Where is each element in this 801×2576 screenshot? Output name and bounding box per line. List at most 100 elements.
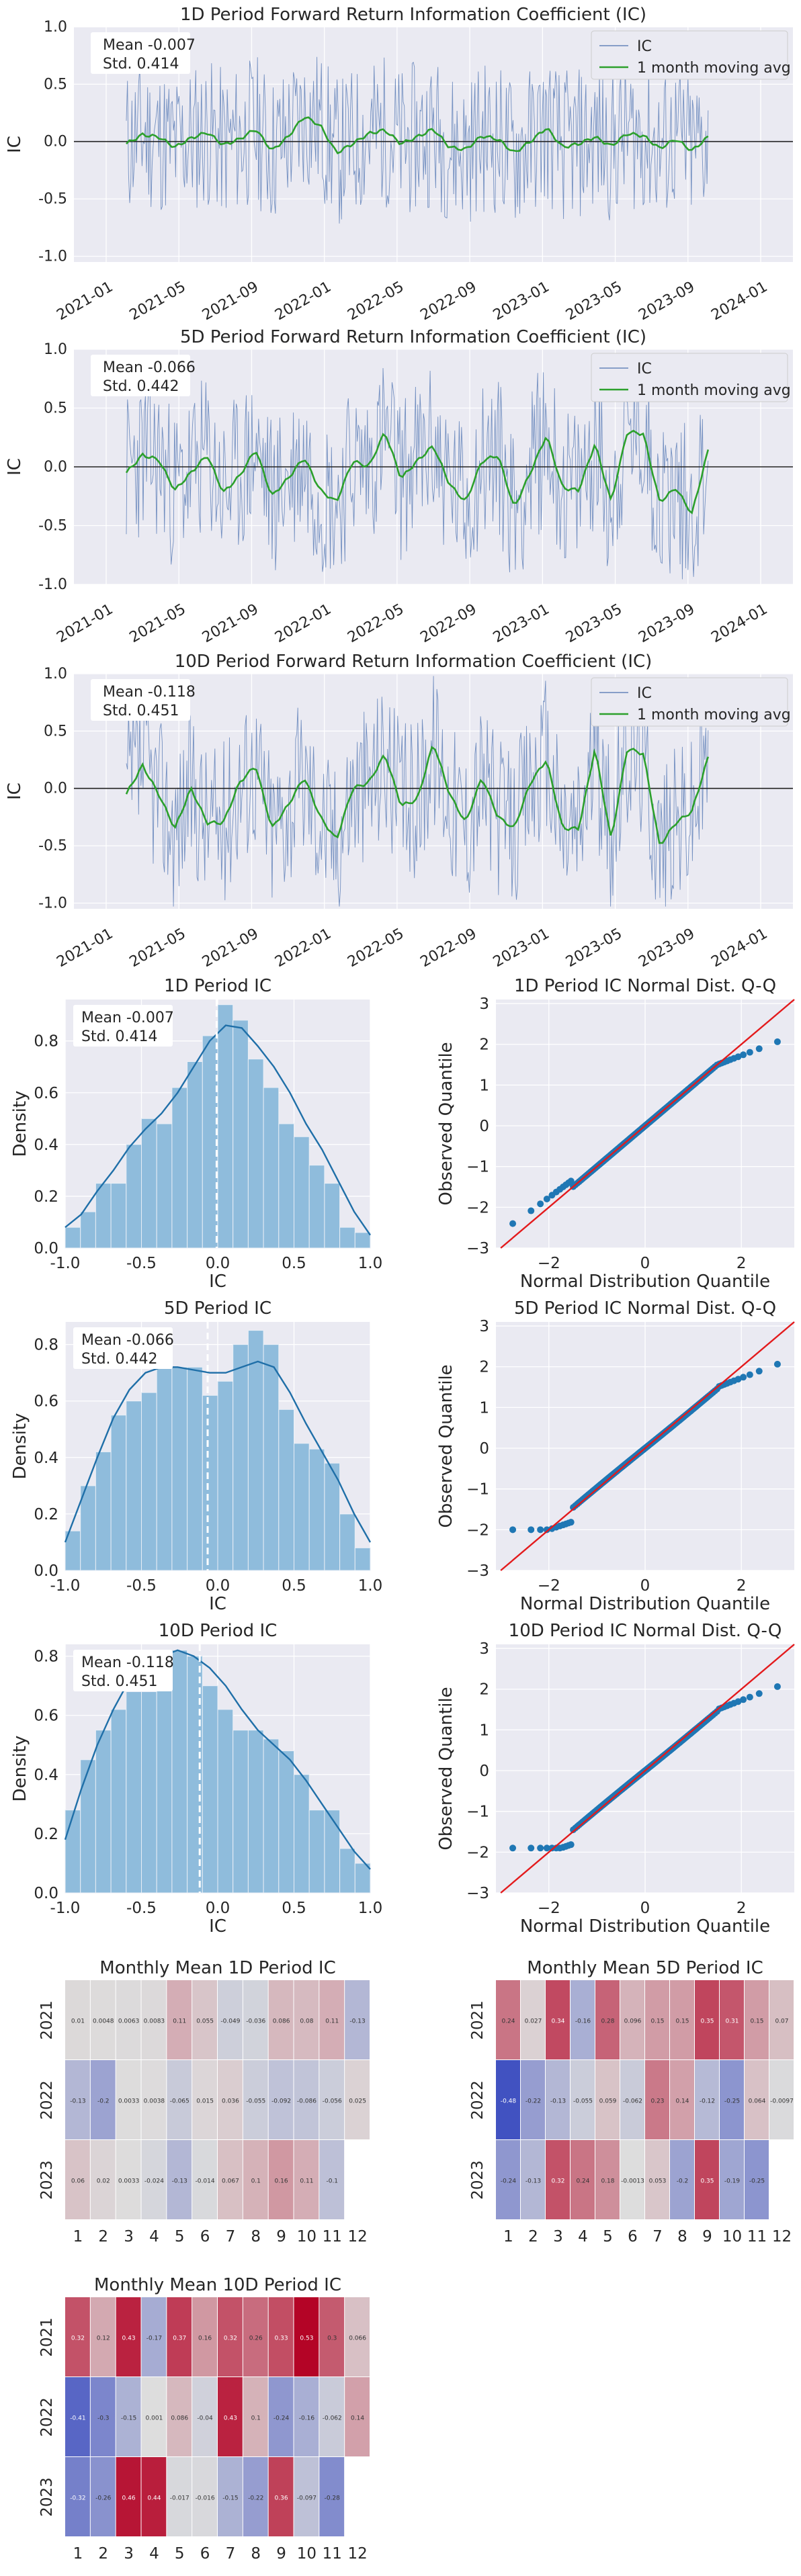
heatmap-value: -0.2 — [97, 2098, 110, 2105]
heatmap-value: 0.001 — [146, 2415, 163, 2422]
histogram-bar — [263, 1344, 280, 1571]
row-label: 2022 — [38, 2080, 56, 2120]
heatmap-value: 0.26 — [249, 2336, 263, 2342]
histogram-bar — [354, 1547, 371, 1571]
heatmap-value: -0.016 — [196, 2495, 215, 2502]
col-label: 5 — [603, 2228, 613, 2246]
heatmap-cell — [192, 2297, 217, 2377]
heatmap-cell — [243, 1980, 268, 2059]
heatmap-value: 0.32 — [71, 2336, 85, 2342]
ic-qq-panel-2: −3 −2 −1 0 1 2 3 −2 0 2 5D Period IC Normal Dist. … — [436, 1298, 795, 1614]
heatmap-value: 0.16 — [275, 2178, 288, 2185]
col-label: 7 — [652, 2228, 663, 2246]
heatmap-value: -0.049 — [220, 2018, 240, 2025]
heatmap-cell — [268, 2140, 294, 2219]
col-label: 10 — [297, 2545, 317, 2563]
heatmap-value: -0.28 — [325, 2495, 341, 2502]
stats-box — [73, 1005, 173, 1047]
kde-curve — [64, 1360, 372, 1543]
col-label: 7 — [226, 2545, 236, 2563]
histogram-bar — [202, 1394, 218, 1571]
qq-point — [543, 1845, 550, 1852]
chart-title: Monthly Mean 5D Period IC — [527, 1958, 763, 1978]
heatmap-value: 0.0033 — [118, 2098, 140, 2105]
ic-histogram-panel-1: 0.0 0.2 0.4 0.6 0.8 -1.0 -0.5 0.0 0.5 1.0 Mean -0.… — [10, 976, 382, 1292]
y-axis-label: Density — [10, 1413, 30, 1480]
heatmap-value: 0.01 — [71, 2018, 85, 2025]
x-tick-label: 2023-09 — [636, 279, 698, 324]
col-label: 1 — [503, 2228, 513, 2246]
qq-point — [734, 1698, 742, 1705]
heatmap-cell — [345, 2377, 370, 2456]
col-label: 2 — [528, 2228, 538, 2246]
legend-ma-label: 1 month moving avg — [637, 707, 791, 723]
heatmap-value: 0.11 — [173, 2018, 186, 2025]
heatmap-cell — [620, 1980, 644, 2059]
heatmap-value: 0.025 — [349, 2098, 366, 2105]
histogram-bar — [202, 1685, 218, 1894]
y-tick-label: 3 — [479, 1318, 489, 1335]
row-label: 2021 — [469, 2000, 487, 2040]
heatmap-cell — [571, 1980, 595, 2059]
histogram-bar — [339, 1227, 355, 1249]
histogram-bar — [324, 1810, 341, 1894]
x-tick-label: 0.5 — [282, 1255, 306, 1272]
heatmap-cell — [90, 2377, 116, 2456]
histogram-bar — [141, 1691, 157, 1894]
y-tick-label: 0.2 — [34, 1826, 58, 1843]
y-tick-label: 1.0 — [44, 341, 67, 358]
chart-title: 1D Period IC Normal Dist. Q-Q — [514, 976, 776, 996]
heatmap-cell — [294, 2140, 319, 2219]
heatmap-value: 0.23 — [650, 2098, 664, 2105]
y-tick-label: 2 — [479, 1359, 489, 1376]
x-tick-label: 2022-09 — [418, 279, 480, 324]
x-tick-label: 0 — [640, 1900, 650, 1917]
heatmap-cell — [243, 2377, 268, 2456]
x-tick-label: 2021-01 — [54, 601, 116, 647]
histogram-bar — [110, 1183, 127, 1249]
y-tick-label: -1.0 — [38, 895, 67, 912]
x-tick-label: 2 — [736, 1577, 747, 1595]
histogram-bar — [95, 1451, 112, 1571]
histogram-bar — [308, 1448, 325, 1571]
heatmap-cell — [345, 2060, 370, 2139]
histogram-bar — [156, 1685, 173, 1894]
y-tick-label: 0.0 — [44, 781, 67, 797]
heatmap-cell — [571, 2060, 595, 2139]
heatmap-value: -0.15 — [121, 2415, 136, 2422]
x-tick-label: 2022-09 — [418, 926, 480, 971]
x-tick-label: 2023-05 — [563, 601, 625, 647]
row-label: 2021 — [38, 2000, 56, 2040]
x-tick-label: -1.0 — [50, 1255, 81, 1272]
heatmap-value: 0.08 — [300, 2018, 313, 2025]
y-tick-label: 1 — [479, 1399, 489, 1417]
heatmap-cell — [645, 2140, 669, 2219]
heatmap-value: -0.1 — [326, 2178, 338, 2185]
legend-ic-label: IC — [637, 38, 652, 55]
heatmap-value: 0.0063 — [118, 2018, 140, 2025]
heatmap-value: -0.04 — [197, 2415, 213, 2422]
col-label: 1 — [73, 2545, 83, 2563]
col-label: 1 — [73, 2228, 83, 2246]
ic-series-line — [126, 355, 709, 580]
heatmap-cell — [268, 2457, 294, 2536]
x-tick-label: 2022-01 — [272, 601, 334, 647]
heatmap-cell — [65, 1980, 90, 2059]
y-tick-label: 0.4 — [34, 1137, 58, 1154]
qq-point — [734, 1376, 742, 1383]
y-tick-label: −1 — [466, 1804, 489, 1821]
qq-point — [543, 1195, 550, 1202]
heatmap-value: 0.3 — [327, 2336, 337, 2342]
heatmap-cell — [546, 1980, 570, 2059]
heatmap-cell — [769, 2140, 794, 2219]
histogram-bar — [308, 1165, 325, 1249]
heatmap-cell — [571, 2140, 595, 2219]
heatmap-value: -0.13 — [550, 2098, 566, 2105]
col-label: 8 — [677, 2228, 687, 2246]
histogram-bar — [80, 1485, 96, 1571]
heatmap-value: -0.0013 — [621, 2178, 644, 2185]
heatmap-value: -0.13 — [349, 2018, 365, 2025]
heatmap-cell — [141, 2377, 167, 2456]
y-tick-label: 1 — [479, 1722, 489, 1739]
heatmap-cell — [116, 2297, 141, 2377]
